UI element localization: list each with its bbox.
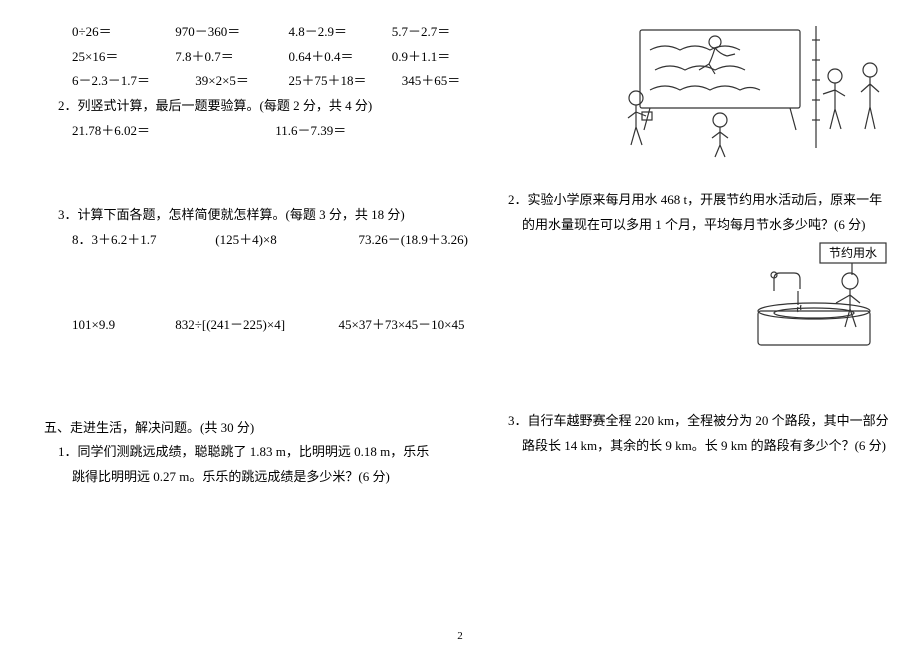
cell: 0÷26＝ bbox=[72, 20, 172, 45]
label: 3． bbox=[58, 207, 78, 222]
cell: 4.8－2.9＝ bbox=[289, 20, 389, 45]
text: 列竖式计算，最后一题要验算。(每题 2 分，共 4 分) bbox=[78, 98, 373, 113]
cell: 45×37＋73×45－10×45 bbox=[339, 313, 465, 338]
cell: 21.78＋6.02＝ bbox=[72, 119, 272, 144]
label: 1． bbox=[58, 444, 78, 459]
cell: 39×2×5＝ bbox=[195, 69, 285, 94]
text: 五、走进生活，解决问题。(共 30 分) bbox=[44, 420, 254, 435]
arith-row-1: 0÷26＝ 970－360＝ 4.8－2.9＝ 5.7－2.7＝ bbox=[30, 20, 440, 45]
text: 实验小学原来每月用水 468 t，开展节约用水活动后，原来一年的用水量现在可以多… bbox=[522, 192, 882, 232]
cell: 832÷[(241－225)×4] bbox=[175, 313, 335, 338]
longjump-illustration bbox=[620, 20, 890, 160]
cell: 101×9.9 bbox=[72, 313, 172, 338]
problem-1: 1．同学们测跳远成绩，聪聪跳了 1.83 m，比明明远 0.18 m，乐乐跳得比… bbox=[30, 440, 440, 489]
problem-3: 3．自行车越野赛全程 220 km，全程被分为 20 个路段，其中一部分路段长 … bbox=[480, 409, 890, 458]
q2-heading: 2．列竖式计算，最后一题要验算。(每题 2 分，共 4 分) bbox=[30, 94, 440, 119]
q3-row-2: 101×9.9 832÷[(241－225)×4] 45×37＋73×45－10… bbox=[30, 313, 440, 338]
left-column: 0÷26＝ 970－360＝ 4.8－2.9＝ 5.7－2.7＝ 25×16＝ … bbox=[30, 20, 440, 490]
cell: 73.26－(18.9＋3.26) bbox=[359, 228, 468, 253]
problem-2: 2．实验小学原来每月用水 468 t，开展节约用水活动后，原来一年的用水量现在可… bbox=[480, 188, 890, 237]
cell: 8．3＋6.2＋1.7 bbox=[72, 228, 212, 253]
cell: 6－2.3－1.7＝ bbox=[72, 69, 192, 94]
text: 同学们测跳远成绩，聪聪跳了 1.83 m，比明明远 0.18 m，乐乐跳得比明明… bbox=[72, 444, 429, 484]
cell: 345＋65＝ bbox=[402, 69, 461, 94]
text: 计算下面各题，怎样简便就怎样算。(每题 3 分，共 18 分) bbox=[78, 207, 405, 222]
cell: 7.8＋0.7＝ bbox=[175, 45, 285, 70]
cell: 970－360＝ bbox=[175, 20, 285, 45]
q3-row-1: 8．3＋6.2＋1.7 (125＋4)×8 73.26－(18.9＋3.26) bbox=[30, 228, 440, 253]
cell: 11.6－7.39＝ bbox=[275, 119, 346, 144]
cell: (125＋4)×8 bbox=[215, 228, 355, 253]
label: 2． bbox=[508, 192, 528, 207]
page-number: 2 bbox=[0, 630, 920, 642]
label: 2． bbox=[58, 98, 78, 113]
q2-row: 21.78＋6.02＝ 11.6－7.39＝ bbox=[30, 119, 440, 144]
cell: 0.64＋0.4＝ bbox=[289, 45, 389, 70]
cell: 5.7－2.7＝ bbox=[392, 20, 451, 45]
q3-heading: 3．计算下面各题，怎样简便就怎样算。(每题 3 分，共 18 分) bbox=[30, 203, 440, 228]
cell: 25×16＝ bbox=[72, 45, 172, 70]
cell: 25＋75＋18＝ bbox=[289, 69, 399, 94]
arith-row-2: 25×16＝ 7.8＋0.7＝ 0.64＋0.4＝ 0.9＋1.1＝ bbox=[30, 45, 440, 70]
savewater-illustration: 节约用水 bbox=[740, 241, 890, 361]
arith-row-3: 6－2.3－1.7＝ 39×2×5＝ 25＋75＋18＝ 345＋65＝ bbox=[30, 69, 440, 94]
sign-text: 节约用水 bbox=[829, 245, 877, 260]
section-5-heading: 五、走进生活，解决问题。(共 30 分) bbox=[30, 416, 440, 441]
text: 自行车越野赛全程 220 km，全程被分为 20 个路段，其中一部分路段长 14… bbox=[522, 413, 889, 453]
right-column: 2．实验小学原来每月用水 468 t，开展节约用水活动后，原来一年的用水量现在可… bbox=[480, 20, 890, 490]
cell: 0.9＋1.1＝ bbox=[392, 45, 451, 70]
label: 3． bbox=[508, 413, 528, 428]
